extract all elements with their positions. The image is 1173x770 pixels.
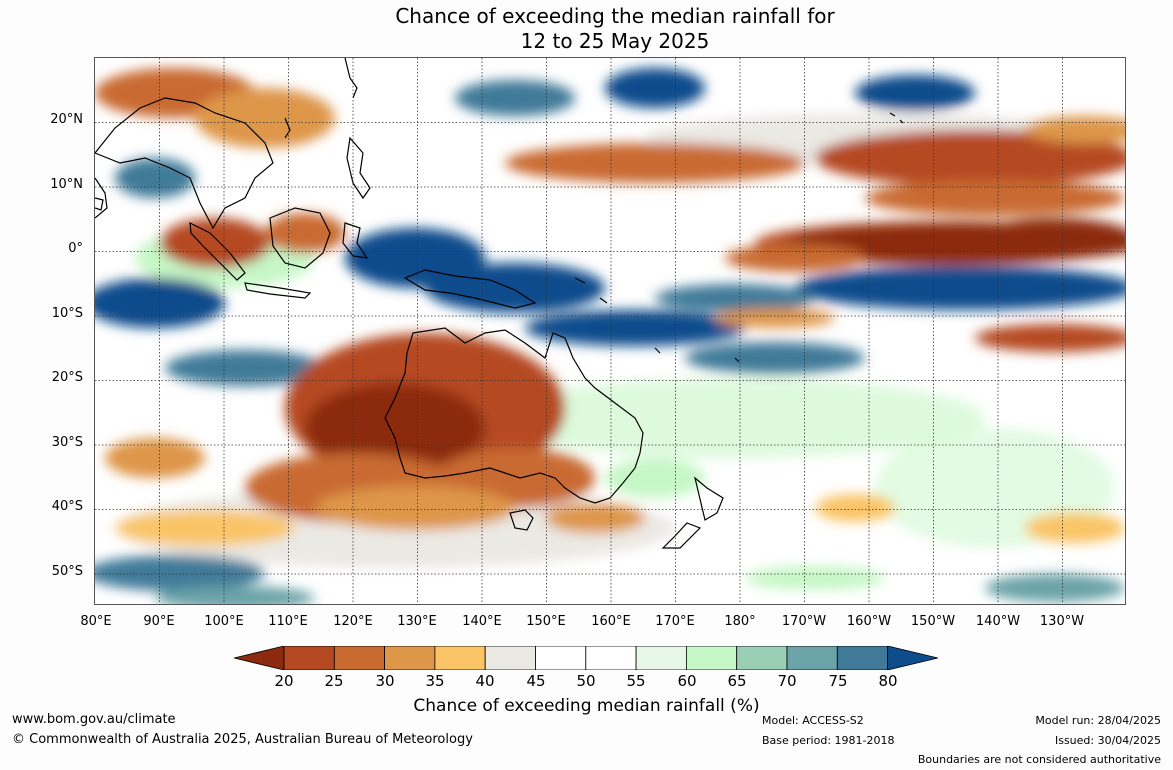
colorbar-bin-30-35	[384, 646, 436, 670]
colorbar-tick-60: 60	[677, 672, 697, 690]
lon-label-160w: 160°W	[846, 614, 892, 629]
lon-label-150w: 150°W	[910, 614, 956, 629]
colorbar-bin-75-80	[836, 646, 888, 670]
colorbar-tick-40: 40	[475, 672, 495, 690]
lon-label-140w: 140°W	[975, 614, 1021, 629]
colorbar-tick-35: 35	[425, 672, 445, 690]
footer-copyright: © Commonwealth of Australia 2025, Austra…	[12, 732, 473, 747]
colorbar-bin-55-60	[635, 646, 687, 670]
colorbar-label: Chance of exceeding median rainfall (%)	[413, 696, 760, 716]
colorbar-bin-20-25	[283, 646, 335, 670]
colorbar-bin-40-45	[484, 646, 536, 670]
footer-base-period: Base period: 1981-2018	[762, 734, 895, 747]
lon-label-150e: 150°E	[526, 614, 566, 629]
lat-label-20s: 20°S	[51, 370, 83, 385]
colorbar-tick-55: 55	[626, 672, 646, 690]
footer-model: Model: ACCESS-S2	[762, 714, 864, 727]
footer-model-run: Model run: 28/04/2025	[1035, 714, 1161, 727]
footer-url: www.bom.gov.au/climate	[12, 712, 176, 727]
colorbar-tick-50: 50	[576, 672, 596, 690]
colorbar-tick-75: 75	[828, 672, 848, 690]
lon-label-130w: 130°W	[1039, 614, 1085, 629]
footer-issued: Issued: 30/04/2025	[1054, 734, 1161, 747]
colorbar-bin-45-50	[535, 646, 587, 670]
lat-label-10n: 10°N	[50, 177, 83, 192]
lon-label-90e: 90°E	[143, 614, 175, 629]
graticule	[95, 58, 1125, 604]
coastlines	[95, 58, 904, 549]
lon-label-140e: 140°E	[462, 614, 502, 629]
lon-label-120e: 120°E	[333, 614, 373, 629]
colorbar-tick-20: 20	[274, 672, 294, 690]
colorbar-bin-50-55	[585, 646, 637, 670]
colorbar-tick-70: 70	[777, 672, 797, 690]
lon-label-170e: 170°E	[655, 614, 695, 629]
colorbar-bin-25-30	[333, 646, 386, 670]
lat-label-40s: 40°S	[51, 499, 83, 514]
title-line-2: 12 to 25 May 2025	[520, 29, 710, 53]
lat-label-50s: 50°S	[51, 564, 83, 579]
colorbar-tick-45: 45	[526, 672, 546, 690]
footer-disclaimer: Boundaries are not considered authoritat…	[917, 753, 1161, 766]
lon-label-160e: 160°E	[591, 614, 631, 629]
colorbar-high-arrow	[887, 646, 938, 670]
lat-label-20n: 20°N	[50, 112, 83, 127]
title-line-1: Chance of exceeding the median rainfall …	[395, 4, 835, 28]
colorbar-bin-35-40	[434, 646, 486, 670]
lon-label-80e: 80°E	[80, 614, 112, 629]
colorbar-tick-80: 80	[878, 672, 898, 690]
colorbar	[234, 646, 938, 670]
lat-label-0: 0°	[68, 241, 83, 256]
lon-label-130e: 130°E	[397, 614, 437, 629]
lon-label-110e: 110°E	[268, 614, 308, 629]
map-canvas	[95, 58, 1125, 604]
lon-label-100e: 100°E	[204, 614, 244, 629]
colorbar-bin-60-65	[685, 646, 738, 670]
lon-label-170w: 170°W	[781, 614, 827, 629]
colorbar-tick-30: 30	[375, 672, 395, 690]
colorbar-tick-25: 25	[324, 672, 344, 690]
probability-field	[95, 68, 1125, 604]
colorbar-bin-70-75	[786, 646, 838, 670]
colorbar-low-arrow	[234, 646, 285, 670]
colorbar-tick-65: 65	[727, 672, 747, 690]
chart-title: Chance of exceeding the median rainfall …	[0, 4, 1173, 54]
colorbar-bin-65-70	[736, 646, 788, 670]
lat-label-30s: 30°S	[51, 435, 83, 450]
rainfall-map	[94, 57, 1126, 605]
lat-label-10s: 10°S	[51, 306, 83, 321]
lon-label-180: 180°	[724, 614, 756, 629]
